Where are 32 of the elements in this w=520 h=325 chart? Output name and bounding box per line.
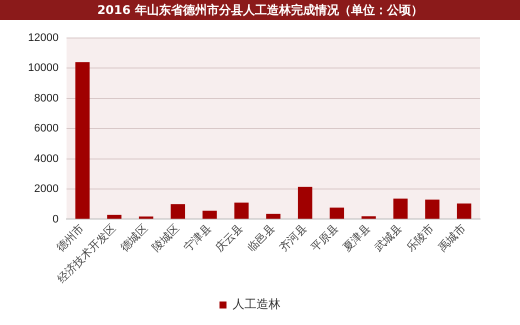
y-tick-label: 8000 (34, 92, 59, 104)
x-tick-label: 齐河县 (276, 222, 310, 254)
x-tick-label: 德城区 (118, 222, 150, 254)
bar (234, 202, 249, 219)
bar (202, 210, 217, 219)
bar (425, 200, 440, 219)
bar (456, 204, 472, 219)
y-tick-label: 12000 (28, 32, 59, 44)
bar (266, 214, 280, 219)
y-tick-label: 10000 (28, 62, 59, 74)
bar (170, 204, 186, 219)
x-tick-label: 乐陵市 (404, 222, 436, 254)
bar (362, 216, 376, 219)
legend-label: 人工造林 (232, 297, 280, 312)
bar (393, 198, 408, 219)
x-tick-label: 陵城区 (150, 222, 182, 254)
y-tick-label: 4000 (34, 152, 59, 165)
y-tick-label: 6000 (34, 122, 59, 135)
y-tick-label: 0 (52, 213, 59, 226)
x-tick-label: 禹城市 (436, 222, 468, 254)
bar (75, 62, 90, 219)
bar (107, 214, 122, 219)
y-tick-label: 2000 (34, 183, 59, 196)
bar (298, 186, 312, 219)
x-tick-label: 武城县 (372, 222, 405, 254)
x-tick-label: 临邑县 (244, 222, 278, 254)
chart-title: 2016 年山东省德州市分县人工造林完成情况（单位：公顷） (0, 0, 520, 20)
x-tick-label: 庆云县 (213, 222, 246, 254)
x-tick-label: 平原县 (308, 222, 342, 254)
x-tick-label: 夏津县 (340, 222, 373, 254)
x-tick-label: 宁津县 (181, 222, 214, 254)
bar (330, 208, 344, 219)
